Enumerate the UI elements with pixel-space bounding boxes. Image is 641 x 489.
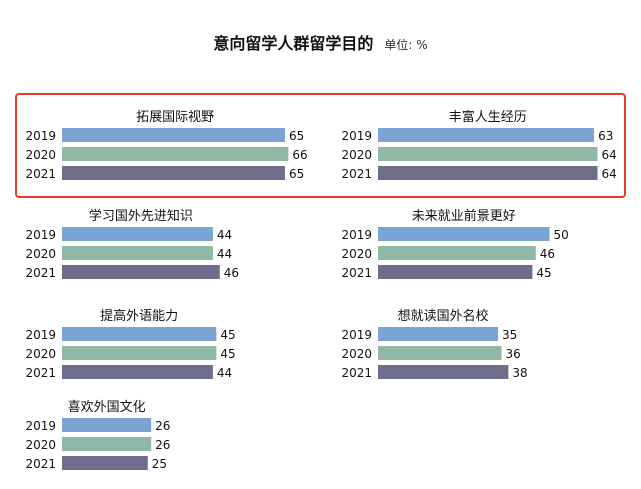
bar-2020 xyxy=(378,246,536,260)
year-label: 2021 xyxy=(341,366,372,380)
bar-2020 xyxy=(62,437,152,451)
bar-2019 xyxy=(378,128,595,142)
bar-2021 xyxy=(62,265,220,279)
value-label: 66 xyxy=(292,148,307,162)
value-label: 44 xyxy=(217,366,232,380)
year-label: 2020 xyxy=(25,438,56,452)
year-label: 2020 xyxy=(25,148,56,162)
panel-5: 想就读国外名校 2019 35 2020 36 2021 38 xyxy=(341,308,527,380)
year-label: 2020 xyxy=(341,347,372,361)
bar-2019 xyxy=(62,128,285,142)
panel-title: 丰富人生经历 xyxy=(449,109,527,125)
panel-title: 拓展国际视野 xyxy=(136,110,214,125)
bar-2020 xyxy=(378,346,502,360)
value-label: 50 xyxy=(554,228,569,242)
bar-2019 xyxy=(62,227,213,241)
panel-6: 喜欢外国文化 2019 26 2020 26 2021 25 xyxy=(25,400,170,471)
value-label: 35 xyxy=(502,328,517,342)
year-label: 2019 xyxy=(341,129,372,143)
bar-2020 xyxy=(378,147,598,161)
value-label: 46 xyxy=(540,247,555,261)
year-label: 2020 xyxy=(25,347,56,361)
value-label: 26 xyxy=(155,419,170,433)
value-label: 65 xyxy=(289,129,304,143)
chart-title: 意向留学人群留学目的 xyxy=(213,34,374,53)
value-label: 38 xyxy=(512,366,527,380)
panel-title: 提高外语能力 xyxy=(100,308,178,324)
value-label: 45 xyxy=(220,328,235,342)
chart-unit: 单位: % xyxy=(384,38,428,52)
bar-2020 xyxy=(62,346,217,360)
bar-2021 xyxy=(62,456,148,470)
bar-2019 xyxy=(62,327,217,341)
panel-1: 丰富人生经历 2019 63 2020 64 2021 64 xyxy=(341,109,616,181)
chart-title-row: 意向留学人群留学目的 单位: % xyxy=(0,30,641,54)
value-label: 46 xyxy=(224,266,239,280)
value-label: 65 xyxy=(289,167,304,181)
year-label: 2020 xyxy=(341,247,372,261)
year-label: 2019 xyxy=(25,328,56,342)
highlight-box xyxy=(15,93,626,198)
value-label: 36 xyxy=(505,347,520,361)
value-label: 26 xyxy=(155,438,170,452)
panel-title: 想就读国外名校 xyxy=(398,308,489,324)
bar-2021 xyxy=(62,166,285,180)
year-label: 2019 xyxy=(25,419,56,433)
year-label: 2019 xyxy=(25,228,56,242)
value-label: 64 xyxy=(602,148,617,162)
year-label: 2020 xyxy=(25,247,56,261)
year-label: 2021 xyxy=(25,167,56,181)
year-label: 2021 xyxy=(341,266,372,280)
year-label: 2021 xyxy=(25,366,56,380)
bar-2021 xyxy=(62,365,213,379)
panel-2: 学习国外先进知识 2019 44 2020 44 2021 46 xyxy=(25,208,239,280)
value-label: 45 xyxy=(220,347,235,361)
bar-2019 xyxy=(378,327,499,341)
year-label: 2019 xyxy=(341,328,372,342)
bar-2020 xyxy=(62,147,289,161)
year-label: 2021 xyxy=(341,167,372,181)
year-label: 2019 xyxy=(25,129,56,143)
value-label: 44 xyxy=(217,228,232,242)
bar-2021 xyxy=(378,265,533,279)
value-label: 25 xyxy=(152,457,167,471)
value-label: 64 xyxy=(602,167,617,181)
year-label: 2021 xyxy=(25,457,56,471)
year-label: 2019 xyxy=(341,228,372,242)
panel-title: 学习国外先进知识 xyxy=(89,208,193,224)
value-label: 63 xyxy=(598,129,613,143)
bar-2021 xyxy=(378,166,598,180)
bar-2021 xyxy=(378,365,509,379)
panel-title: 未来就业前景更好 xyxy=(412,208,516,224)
bar-2019 xyxy=(62,418,152,432)
value-label: 44 xyxy=(217,247,232,261)
panel-4: 提高外语能力 2019 45 2020 45 2021 44 xyxy=(25,308,235,380)
panel-0: 拓展国际视野 2019 65 2020 66 2021 65 xyxy=(25,110,307,181)
bar-2020 xyxy=(62,246,213,260)
year-label: 2020 xyxy=(341,148,372,162)
panel-3: 未来就业前景更好 2019 50 2020 46 2021 45 xyxy=(341,208,568,280)
value-label: 45 xyxy=(536,266,551,280)
year-label: 2021 xyxy=(25,266,56,280)
bar-2019 xyxy=(378,227,550,241)
panel-title: 喜欢外国文化 xyxy=(68,400,146,415)
